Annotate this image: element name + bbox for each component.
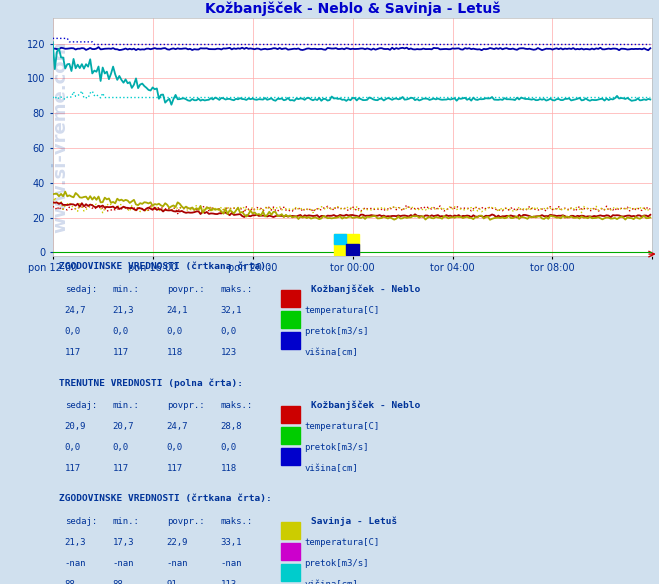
Text: -nan: -nan — [221, 559, 242, 568]
Text: TRENUTNE VREDNOSTI (polna črta):: TRENUTNE VREDNOSTI (polna črta): — [59, 378, 243, 388]
Text: 20,7: 20,7 — [113, 422, 134, 431]
Text: 0,0: 0,0 — [113, 326, 129, 336]
FancyBboxPatch shape — [281, 447, 300, 465]
Text: maks.:: maks.: — [221, 285, 253, 294]
Text: min.:: min.: — [113, 517, 140, 526]
Text: 22,9: 22,9 — [167, 538, 188, 547]
Text: 88: 88 — [65, 580, 76, 584]
Title: Kožbanjšček - Neblo & Savinja - Letuš: Kožbanjšček - Neblo & Savinja - Letuš — [205, 2, 500, 16]
Text: 117: 117 — [65, 464, 81, 472]
Text: 24,7: 24,7 — [65, 306, 86, 315]
Text: 32,1: 32,1 — [221, 306, 242, 315]
Text: 0,0: 0,0 — [221, 443, 237, 452]
Text: pretok[m3/s]: pretok[m3/s] — [304, 443, 369, 452]
Text: 20,9: 20,9 — [65, 422, 86, 431]
Text: povpr.:: povpr.: — [167, 285, 204, 294]
Text: maks.:: maks.: — [221, 517, 253, 526]
FancyBboxPatch shape — [281, 332, 300, 349]
Text: Kožbanjšček - Neblo: Kožbanjšček - Neblo — [310, 401, 420, 411]
Text: povpr.:: povpr.: — [167, 401, 204, 410]
Text: 117: 117 — [113, 464, 129, 472]
Bar — [347, 245, 358, 255]
Text: višina[cm]: višina[cm] — [304, 347, 358, 357]
Text: -nan: -nan — [113, 559, 134, 568]
Text: 24,1: 24,1 — [167, 306, 188, 315]
Text: -nan: -nan — [65, 559, 86, 568]
FancyBboxPatch shape — [281, 406, 300, 423]
Text: 21,3: 21,3 — [113, 306, 134, 315]
Text: 24,7: 24,7 — [167, 422, 188, 431]
Text: 0,0: 0,0 — [167, 326, 183, 336]
Text: 117: 117 — [65, 347, 81, 357]
Text: 88: 88 — [113, 580, 123, 584]
Text: 0,0: 0,0 — [65, 443, 81, 452]
Text: 28,8: 28,8 — [221, 422, 242, 431]
Text: ZGODOVINSKE VREDNOSTI (črtkana črta):: ZGODOVINSKE VREDNOSTI (črtkana črta): — [59, 494, 272, 503]
Text: 123: 123 — [221, 347, 237, 357]
Text: sedaj:: sedaj: — [65, 517, 97, 526]
Text: ZGODOVINSKE VREDNOSTI (črtkana črta):: ZGODOVINSKE VREDNOSTI (črtkana črta): — [59, 262, 272, 271]
Text: 118: 118 — [221, 464, 237, 472]
Text: 113: 113 — [221, 580, 237, 584]
Text: 0,0: 0,0 — [167, 443, 183, 452]
Text: temperatura[C]: temperatura[C] — [304, 422, 380, 431]
FancyBboxPatch shape — [281, 290, 300, 307]
FancyBboxPatch shape — [281, 427, 300, 444]
Text: 117: 117 — [167, 464, 183, 472]
Text: sedaj:: sedaj: — [65, 285, 97, 294]
Text: www.si-vreme.com: www.si-vreme.com — [51, 40, 69, 233]
FancyBboxPatch shape — [281, 522, 300, 540]
Text: povpr.:: povpr.: — [167, 517, 204, 526]
Text: -nan: -nan — [167, 559, 188, 568]
Text: sedaj:: sedaj: — [65, 401, 97, 410]
Text: 17,3: 17,3 — [113, 538, 134, 547]
FancyBboxPatch shape — [281, 311, 300, 328]
Text: min.:: min.: — [113, 401, 140, 410]
Text: višina[cm]: višina[cm] — [304, 464, 358, 472]
Text: 33,1: 33,1 — [221, 538, 242, 547]
FancyBboxPatch shape — [281, 564, 300, 582]
Text: 21,3: 21,3 — [65, 538, 86, 547]
Bar — [334, 234, 358, 255]
Text: min.:: min.: — [113, 285, 140, 294]
Text: temperatura[C]: temperatura[C] — [304, 538, 380, 547]
Text: 0,0: 0,0 — [113, 443, 129, 452]
Text: temperatura[C]: temperatura[C] — [304, 306, 380, 315]
Bar — [334, 234, 347, 245]
Text: 0,0: 0,0 — [65, 326, 81, 336]
Text: 118: 118 — [167, 347, 183, 357]
Text: Kožbanjšček - Neblo: Kožbanjšček - Neblo — [310, 285, 420, 294]
Text: višina[cm]: višina[cm] — [304, 580, 358, 584]
Text: Savinja - Letuš: Savinja - Letuš — [310, 517, 397, 526]
Text: pretok[m3/s]: pretok[m3/s] — [304, 559, 369, 568]
FancyBboxPatch shape — [281, 543, 300, 561]
Text: pretok[m3/s]: pretok[m3/s] — [304, 326, 369, 336]
Text: 117: 117 — [113, 347, 129, 357]
Text: maks.:: maks.: — [221, 401, 253, 410]
Text: 91: 91 — [167, 580, 177, 584]
Text: 0,0: 0,0 — [221, 326, 237, 336]
